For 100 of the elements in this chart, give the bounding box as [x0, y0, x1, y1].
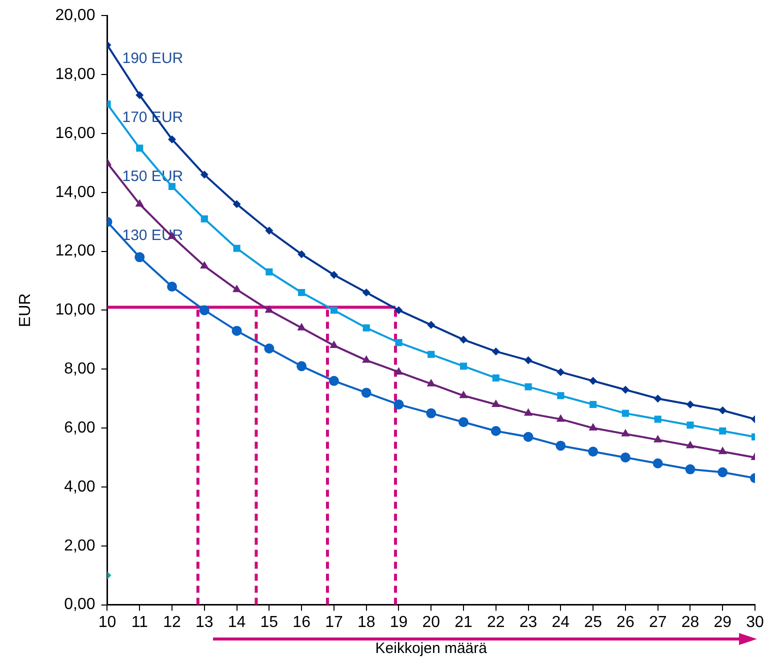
point: [490, 426, 501, 436]
point: [426, 378, 436, 386]
point: [136, 91, 144, 100]
point: [361, 388, 372, 398]
point: [265, 226, 274, 235]
point: [686, 422, 694, 429]
point: [362, 288, 370, 297]
point: [330, 270, 338, 279]
point: [298, 288, 306, 296]
y-axis-title: EUR: [17, 293, 34, 328]
point: [427, 320, 436, 329]
point: [718, 467, 728, 478]
y-tick-label: 0,00: [64, 596, 96, 614]
point: [200, 261, 209, 269]
point: [686, 400, 694, 408]
y-tick-label: 4,00: [64, 478, 96, 496]
x-tick-label: 20: [422, 614, 440, 631]
point: [362, 324, 370, 332]
point: [330, 306, 338, 314]
x-tick-label: 29: [714, 614, 732, 631]
y-tick-label: 10,00: [55, 302, 96, 319]
point: [718, 406, 727, 414]
point: [458, 417, 469, 428]
point: [621, 386, 630, 394]
point: [233, 244, 240, 252]
point: [168, 135, 176, 144]
x-tick-label: 17: [325, 614, 343, 631]
series-label: 190 EUR: [122, 50, 184, 68]
x-tick-label: 26: [616, 614, 634, 631]
point: [492, 374, 500, 382]
point: [134, 252, 145, 262]
point: [298, 250, 306, 258]
point: [266, 268, 273, 276]
point: [136, 144, 144, 152]
x-tick-label: 27: [648, 614, 667, 631]
point: [556, 368, 565, 376]
x-tick-label: 16: [292, 614, 311, 631]
point: [654, 394, 662, 403]
x-tick-label: 11: [131, 614, 148, 631]
y-tick-label: 6,00: [64, 419, 96, 436]
point: [654, 416, 662, 423]
point: [622, 410, 629, 417]
point: [460, 362, 468, 370]
point: [362, 355, 371, 363]
point: [718, 446, 727, 454]
x-tick-label: 30: [746, 614, 764, 631]
x-tick-label: 23: [519, 614, 538, 631]
point: [686, 440, 695, 448]
point: [652, 458, 663, 468]
x-tick-label: 18: [357, 614, 376, 631]
point: [394, 399, 404, 410]
point: [523, 432, 534, 442]
x-tick-label: 13: [196, 614, 214, 631]
y-tick-label: 2,00: [64, 537, 96, 554]
point: [588, 423, 598, 431]
point: [492, 347, 500, 356]
point: [135, 199, 144, 207]
point: [167, 282, 178, 292]
point: [620, 452, 630, 462]
point: [394, 306, 403, 314]
y-tick-label: 16,00: [55, 124, 96, 142]
point: [556, 414, 565, 422]
point: [426, 408, 436, 418]
x-axis-title: Keikkojen määrä: [375, 640, 488, 658]
point: [264, 344, 274, 354]
x-tick-label: 25: [584, 614, 602, 631]
point: [232, 200, 241, 208]
y-tick-label: 8,00: [64, 360, 96, 378]
point: [428, 350, 435, 358]
point: [524, 356, 532, 364]
point: [719, 427, 726, 435]
point: [589, 376, 598, 385]
y-tick-label: 18,00: [55, 66, 96, 83]
point: [232, 326, 242, 336]
point: [590, 400, 597, 408]
point: [556, 440, 566, 451]
point: [199, 305, 210, 316]
x-tick-label: 10: [98, 614, 116, 631]
y-tick-label: 20,00: [55, 7, 96, 24]
point: [621, 428, 630, 436]
point: [395, 339, 402, 346]
point: [200, 170, 208, 179]
x-tick-label: 28: [681, 614, 700, 631]
point: [685, 464, 696, 474]
point: [200, 215, 208, 222]
point: [460, 336, 468, 344]
x-tick-label: 12: [163, 614, 182, 631]
point: [232, 284, 242, 292]
x-tick-label: 21: [454, 614, 473, 631]
point: [557, 392, 564, 400]
point: [394, 367, 404, 375]
point: [297, 322, 306, 330]
point: [524, 408, 533, 416]
x-tick-label: 14: [228, 614, 246, 631]
x-tick-label: 22: [486, 614, 505, 631]
point: [492, 399, 500, 407]
point: [654, 434, 662, 442]
point: [328, 376, 339, 386]
point: [459, 390, 468, 398]
y-tick-label: 14,00: [55, 184, 96, 201]
